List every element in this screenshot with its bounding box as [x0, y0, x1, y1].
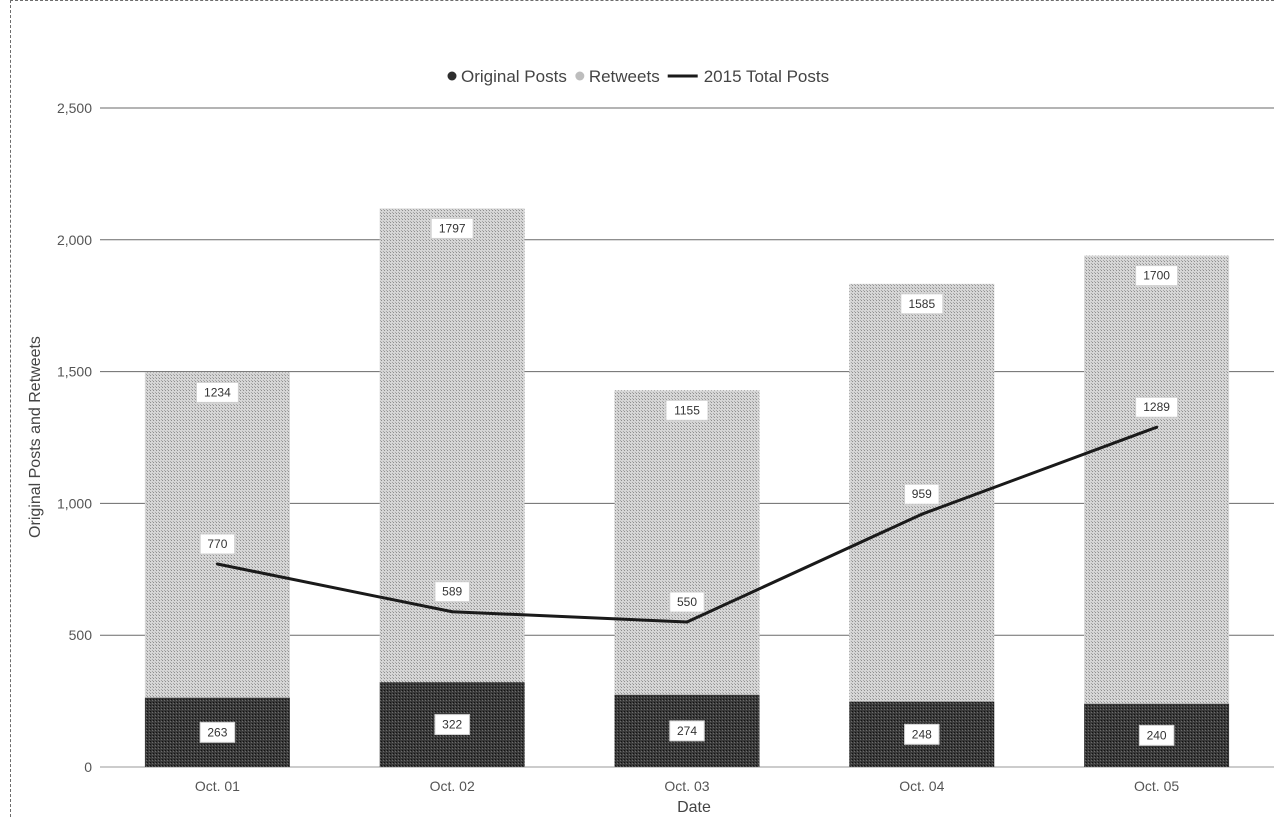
data-label-box: [199, 721, 236, 743]
data-label-text: 263: [207, 725, 227, 739]
y-tick-label: 500: [69, 627, 93, 643]
data-label: 322: [434, 714, 470, 736]
data-label-text: 1289: [1143, 400, 1170, 414]
legend-item: Retweets: [575, 67, 660, 86]
legend-item: 2015 Total Posts: [667, 67, 829, 86]
data-label-box: [434, 581, 470, 603]
data-label-box: [665, 399, 709, 421]
y-tick-label: 2,000: [57, 232, 92, 248]
data-label: 248: [904, 723, 940, 745]
data-label-text: 1700: [1143, 269, 1170, 283]
x-tick-label: Oct. 01: [195, 778, 240, 794]
data-label: 770: [199, 533, 236, 555]
data-label-box: [1138, 724, 1175, 746]
data-label-text: 959: [912, 487, 932, 501]
data-label: 240: [1138, 724, 1175, 746]
data-label-box: [195, 381, 239, 403]
data-label-text: 1155: [674, 403, 700, 417]
legend-dot-marker: [575, 71, 585, 81]
data-label: 263: [199, 721, 236, 743]
legend-label: Original Posts: [461, 67, 567, 86]
x-tick-label: Oct. 02: [430, 778, 475, 794]
data-label-text: 322: [442, 718, 462, 732]
data-label: 1289: [1135, 396, 1179, 418]
y-axis-title: Original Posts and Retweets: [27, 336, 44, 538]
data-label-text: 1585: [908, 297, 935, 311]
line-point: [685, 620, 689, 624]
data-label: 1234: [195, 381, 239, 403]
y-tick-label: 0: [84, 759, 92, 775]
bars: [144, 208, 1230, 767]
legend: Original Posts Retweets 2015 Total Posts: [447, 67, 829, 86]
x-axis-title: Date: [677, 799, 711, 816]
y-tick-label: 1,000: [57, 495, 92, 511]
data-label-text: 550: [677, 595, 697, 609]
legend-item: Original Posts: [447, 67, 567, 86]
bar-retweets: [614, 390, 760, 695]
line-point: [450, 610, 454, 614]
data-label-box: [904, 723, 940, 745]
bar-retweets: [1084, 255, 1230, 704]
data-label: 1155: [665, 399, 709, 421]
data-label-box: [900, 293, 944, 315]
data-label-box: [434, 714, 470, 736]
x-tick-label: Oct. 03: [664, 778, 709, 794]
y-axis-ticks: 0 500 1,000 1,500 2,000 2,500: [57, 100, 92, 775]
data-label-text: 589: [442, 585, 462, 599]
data-label: 1797: [430, 217, 474, 239]
data-label-box: [1135, 265, 1179, 287]
data-label-box: [904, 483, 940, 505]
legend-label: 2015 Total Posts: [704, 67, 829, 86]
data-label: 589: [434, 581, 470, 603]
legend-label: Retweets: [589, 67, 660, 86]
total-posts-line: [215, 425, 1159, 624]
data-label-text: 274: [677, 724, 697, 738]
x-tick-label: Oct. 04: [899, 778, 944, 794]
data-label-text: 1234: [204, 385, 231, 399]
data-label-text: 248: [912, 727, 932, 741]
data-label-box: [1135, 396, 1179, 418]
x-tick-label: Oct. 05: [1134, 778, 1179, 794]
data-label-box: [430, 217, 474, 239]
y-tick-label: 1,500: [57, 364, 92, 380]
chart-frame: [10, 0, 1274, 817]
data-label-box: [669, 591, 705, 613]
data-label-text: 770: [207, 537, 227, 551]
data-labels: 263 1234 322 1797 274 1155 248 1585 240 1700 770 58…: [195, 217, 1179, 746]
data-label: 959: [904, 483, 940, 505]
legend-dot-marker: [447, 71, 457, 81]
data-label: 1585: [900, 293, 944, 315]
data-label-text: 1797: [439, 221, 466, 235]
data-label-box: [199, 533, 236, 555]
data-label: 1700: [1135, 265, 1179, 287]
line-point: [215, 562, 219, 566]
data-label: 274: [669, 720, 705, 742]
data-label: 550: [669, 591, 705, 613]
line-point: [1155, 425, 1159, 429]
data-label-text: 240: [1147, 728, 1167, 742]
data-label-box: [669, 720, 705, 742]
y-tick-label: 2,500: [57, 100, 92, 116]
x-axis-ticks: Oct. 01 Oct. 02 Oct. 03 Oct. 04 Oct. 05: [195, 778, 1180, 794]
line-point: [920, 512, 924, 516]
